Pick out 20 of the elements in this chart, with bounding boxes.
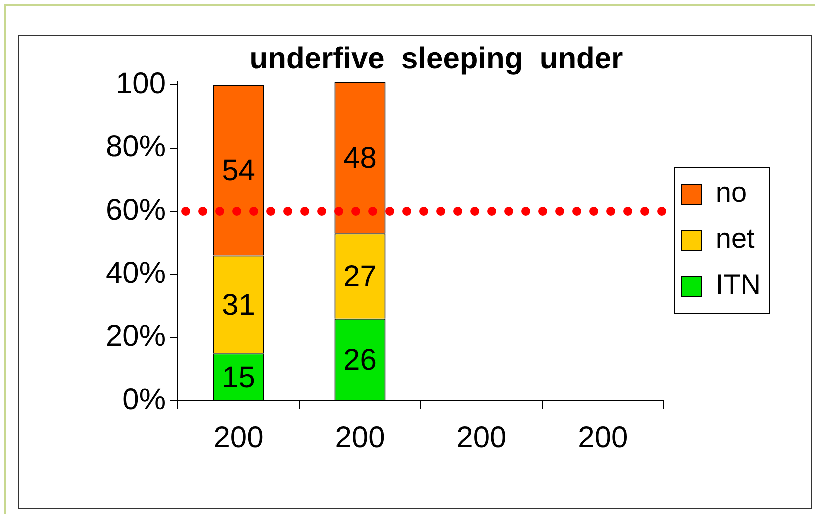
data-label: 26	[344, 344, 377, 377]
data-label: 15	[222, 361, 256, 394]
legend-label: net	[716, 223, 756, 254]
y-tick-label: 40%	[106, 256, 166, 290]
data-label: 31	[222, 288, 256, 322]
legend-label: ITN	[716, 269, 762, 300]
data-label: 27	[344, 260, 377, 294]
x-tick-label: 200	[335, 421, 386, 454]
y-tick-label: 60%	[106, 194, 166, 227]
legend-label: no	[716, 177, 748, 208]
x-tick-label: 200	[214, 421, 264, 454]
y-tick-label: 80%	[106, 130, 166, 164]
x-tick-label: 200	[578, 421, 628, 454]
chart-title: underfive sleeping under	[250, 42, 624, 76]
y-tick-label: 100	[116, 67, 166, 100]
data-label: 48	[344, 142, 377, 176]
data-label: 54	[222, 154, 256, 188]
y-tick-label: 0%	[122, 383, 166, 416]
y-tick-label: 20%	[106, 320, 166, 354]
x-tick-label: 200	[456, 421, 507, 454]
